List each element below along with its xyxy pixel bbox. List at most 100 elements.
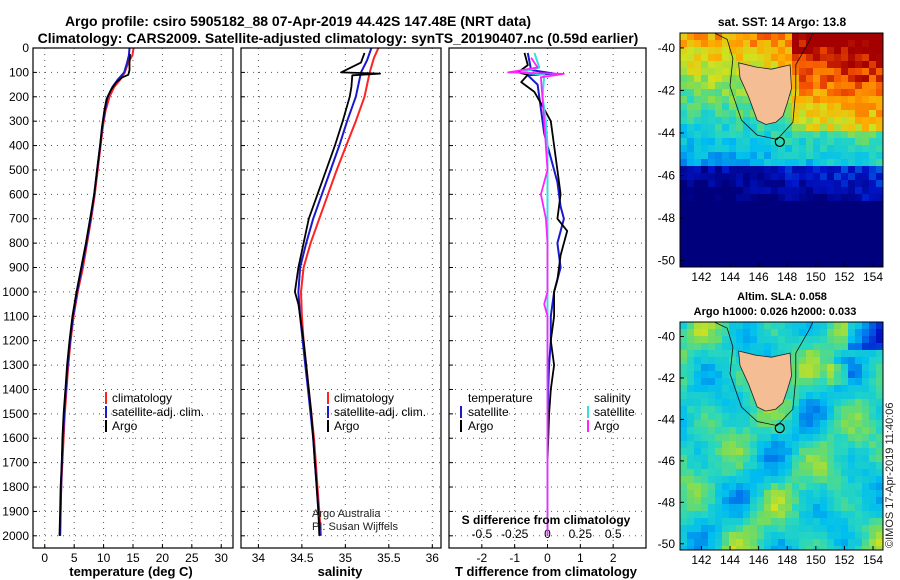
heatmap-cell	[834, 138, 842, 146]
heatmap-cell	[792, 539, 800, 547]
heatmap-cell	[722, 54, 730, 62]
heatmap-cell	[708, 504, 716, 512]
heatmap-cell	[848, 159, 856, 167]
heatmap-cell	[715, 434, 723, 442]
heatmap-cell	[785, 483, 793, 491]
heatmap-cell	[687, 145, 695, 153]
heatmap-cell	[722, 33, 730, 41]
heatmap-cell	[715, 243, 723, 251]
heatmap-cell	[820, 166, 828, 174]
heatmap-cell	[715, 152, 723, 160]
heatmap-cell	[729, 40, 737, 48]
difference-panel: -2 -1 0 1 2-0.5 -0.25 0 0.25 0.5 S difference fr…	[448, 47, 647, 579]
heatmap-cell	[827, 427, 835, 435]
heatmap-cell	[722, 75, 730, 83]
heatmap-cell	[722, 434, 730, 442]
heatmap-cell	[722, 476, 730, 484]
heatmap-cell	[876, 243, 883, 251]
heatmap-cell	[799, 350, 807, 358]
heatmap-cell	[799, 145, 807, 153]
depth-contour	[713, 33, 814, 140]
heatmap-cell	[869, 406, 877, 414]
heatmap-cell	[694, 145, 702, 153]
heatmap-cell	[750, 257, 758, 265]
heatmap-cell	[876, 124, 883, 132]
heatmap-cell	[680, 441, 688, 449]
heatmap-cell	[764, 194, 772, 202]
heatmap-cell	[687, 103, 695, 111]
heatmap-cell	[743, 427, 751, 435]
lat-tick-label--46: -46	[658, 454, 676, 468]
heatmap-cell	[785, 264, 793, 267]
heatmap-cell	[757, 222, 765, 230]
heatmap-cell	[813, 357, 821, 365]
heatmap-cell	[827, 68, 835, 76]
heatmap-cell	[687, 243, 695, 251]
heatmap-cell	[855, 469, 863, 477]
heatmap-cell	[715, 173, 723, 181]
heatmap-cell	[820, 110, 828, 118]
heatmap-cell	[855, 525, 863, 533]
heatmap-cell	[813, 96, 821, 104]
heatmap-cell	[764, 497, 772, 505]
heatmap-cell	[715, 392, 723, 400]
heatmap-cell	[750, 455, 758, 463]
heatmap-cell	[771, 539, 779, 547]
ytick-label-1000: 1000	[2, 285, 29, 299]
heatmap-cell	[687, 511, 695, 519]
heatmap-cell	[715, 180, 723, 188]
heatmap-cell	[708, 427, 716, 435]
heatmap-cell	[827, 441, 835, 449]
heatmap-cell	[736, 441, 744, 449]
legend-label-satellite: satellite-adj. clim.	[112, 405, 204, 419]
heatmap-cell	[855, 483, 863, 491]
heatmap-cell	[855, 82, 863, 90]
heatmap-cell	[722, 194, 730, 202]
ytick-label-300: 300	[9, 114, 29, 128]
heatmap-cell	[792, 532, 800, 540]
heatmap-cell	[729, 82, 737, 90]
heatmap-cell	[799, 117, 807, 125]
heatmap-cell	[792, 222, 800, 230]
heatmap-cell	[715, 89, 723, 97]
heatmap-cell	[708, 110, 716, 118]
heatmap-cell	[792, 406, 800, 414]
heatmap-cell	[764, 250, 772, 258]
heatmap-cell	[701, 539, 709, 547]
heatmap-cell	[834, 490, 842, 498]
heatmap-cell	[757, 511, 765, 519]
heatmap-cell	[876, 159, 883, 167]
heatmap-cell	[778, 462, 786, 470]
heatmap-cell	[722, 229, 730, 237]
heatmap-cell	[715, 504, 723, 512]
heatmap-cell	[764, 322, 772, 330]
heatmap-cell	[736, 392, 744, 400]
heatmap-cell	[701, 208, 709, 216]
heatmap-cell	[778, 243, 786, 251]
heatmap-cell	[848, 511, 856, 519]
heatmap-cell	[799, 322, 807, 330]
heatmap-cell	[687, 434, 695, 442]
heatmap-cell	[722, 201, 730, 209]
heatmap-cell	[820, 413, 828, 421]
heatmap-cell	[848, 336, 856, 344]
heatmap-cell	[785, 497, 793, 505]
heatmap-cell	[736, 222, 744, 230]
heatmap-cell	[715, 264, 723, 267]
heatmap-cell	[841, 413, 849, 421]
heatmap-cell	[687, 82, 695, 90]
heatmap-cell	[764, 511, 772, 519]
heatmap-cell	[820, 322, 828, 330]
heatmap-cell	[820, 75, 828, 83]
heatmap-cell	[771, 462, 779, 470]
heatmap-cell	[680, 173, 688, 181]
heatmap-cell	[750, 180, 758, 188]
heatmap-cell	[820, 455, 828, 463]
heatmap-cell	[743, 201, 751, 209]
heatmap-cell	[757, 406, 765, 414]
heatmap-cell	[862, 392, 870, 400]
heatmap-cell	[701, 264, 709, 267]
heatmap-cell	[834, 406, 842, 414]
heatmap-cell	[855, 448, 863, 456]
heatmap-cell	[680, 371, 688, 379]
